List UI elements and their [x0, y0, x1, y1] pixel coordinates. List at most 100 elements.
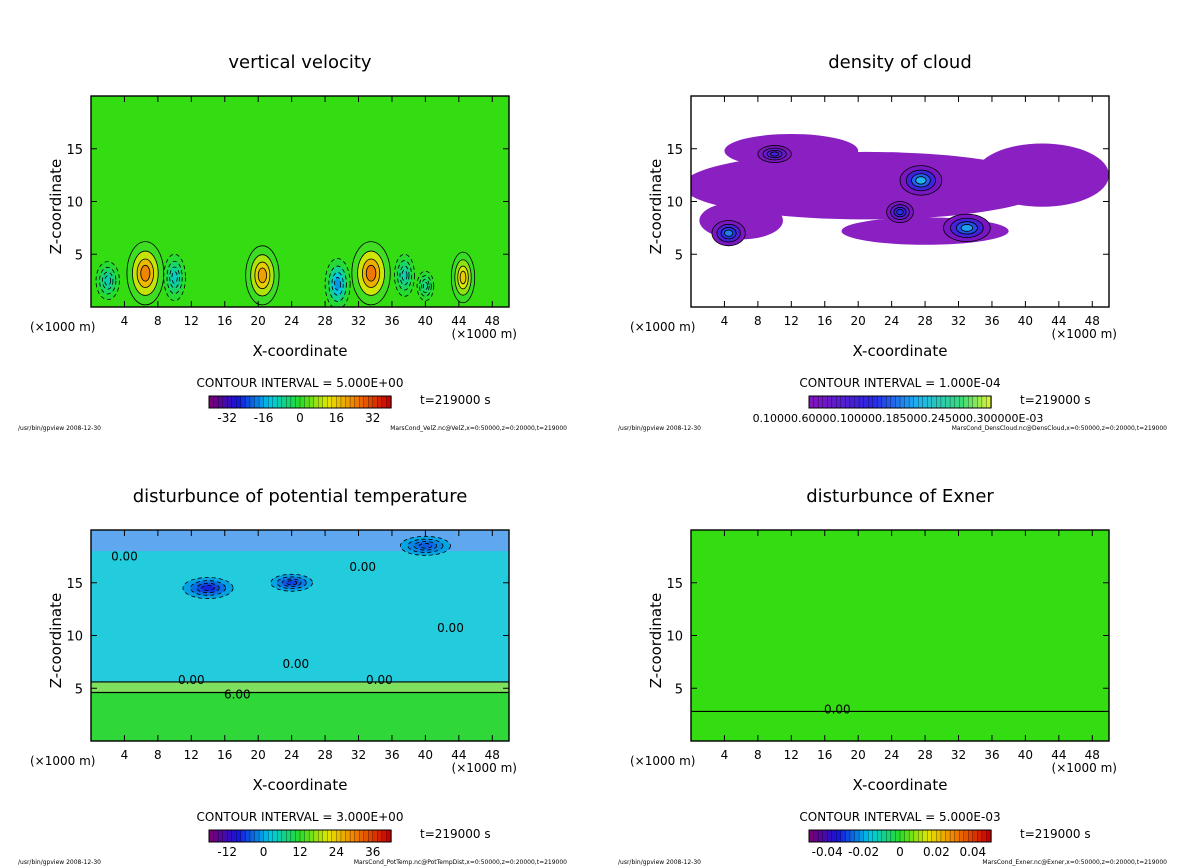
colorbar-segment [349, 829, 356, 843]
colorbar-segment [808, 395, 815, 409]
colorbar-segment [908, 395, 915, 409]
contour-interval: CONTOUR INTERVAL = 5.000E+00 [197, 376, 404, 390]
colorbar-segment [363, 395, 369, 409]
colorbar-segment [336, 829, 342, 843]
chart-title: disturbunce of Exner [806, 486, 994, 507]
colorbar-segment [822, 829, 828, 843]
inversion-layer [91, 681, 509, 693]
colorbar-segment [222, 395, 228, 409]
colorbar-segment [327, 395, 333, 409]
x-tick-label: 36 [984, 314, 999, 328]
colorbar-segment [945, 395, 951, 409]
colorbar-segment [345, 829, 351, 843]
data-cell [724, 229, 734, 237]
colorbar-segment [377, 395, 383, 409]
colorbar-tick-label: 0 [896, 845, 904, 859]
colorbar-segment [827, 395, 833, 409]
colorbar-segment [945, 829, 951, 843]
colorbar-segment [813, 395, 819, 409]
chart-panel-3: disturbunce of potential temperature 0.00… [18, 486, 567, 866]
colorbar-segment [304, 395, 310, 409]
colorbar-segment [936, 829, 942, 843]
colorbar-segment [286, 395, 292, 409]
colorbar-segment [340, 395, 347, 409]
x-tick-label: 28 [317, 314, 332, 328]
colorbar-segment [290, 829, 297, 843]
colorbar-segment [372, 829, 378, 843]
x-tick-label: 20 [251, 748, 266, 762]
colorbar-segment [331, 829, 338, 843]
colorbar-segment [972, 395, 978, 409]
colorbar-segment [817, 829, 824, 843]
plot-area: 0.00 [691, 530, 1109, 741]
colorbar-segment [840, 829, 847, 843]
colorbar-segment [240, 395, 247, 409]
colorbar-segment [217, 395, 224, 409]
x-unit-right: (×1000 m) [1052, 327, 1117, 341]
colorbar-segment [845, 395, 851, 409]
data-cell [140, 264, 151, 282]
chart-title: disturbunce of potential temperature [133, 486, 468, 507]
colorbar-segment [286, 829, 292, 843]
x-tick-label: 36 [384, 748, 399, 762]
colorbar-segment [927, 395, 933, 409]
x-axis-label: X-coordinate [253, 342, 348, 360]
colorbar-segment [822, 395, 828, 409]
contour-label: 6.00 [224, 688, 251, 702]
colorbar-segment [963, 395, 969, 409]
x-tick-label: 4 [721, 748, 729, 762]
colorbar-segment [213, 395, 219, 409]
x-unit-left: (×1000 m) [30, 320, 95, 334]
colorbar-segment [299, 395, 306, 409]
colorbar-segment [931, 829, 938, 843]
cloud-layer [691, 151, 1051, 220]
y-tick-label: 10 [66, 630, 83, 645]
colorbar-segment [904, 395, 910, 409]
colorbar-segment [313, 829, 319, 843]
colorbar-segment [977, 395, 983, 409]
colorbar-segment [258, 829, 265, 843]
x-tick-label: 32 [351, 748, 366, 762]
colorbar-tick-label: 36 [365, 845, 380, 859]
data-cell [770, 151, 780, 157]
colorbar-segment [368, 829, 374, 843]
colorbar-segment [981, 395, 988, 409]
footer-right: MarsCond_VelZ.nc@VelZ,x=0:50000,z=0:2000… [390, 425, 567, 432]
colorbar-segment [827, 829, 833, 843]
y-tick-label: 5 [675, 248, 683, 263]
contour-label: 0.00 [282, 657, 309, 671]
colorbar-segment [299, 829, 306, 843]
colorbar-segment [968, 395, 974, 409]
colorbar-segment [922, 395, 928, 409]
colorbar-segment [854, 829, 860, 843]
colorbar-segment [227, 829, 233, 843]
contour-label: 0.00 [178, 673, 205, 687]
colorbar-segment [236, 395, 242, 409]
colorbar-segment [927, 829, 933, 843]
colorbar-segment [881, 829, 887, 843]
x-unit-right: (×1000 m) [452, 761, 517, 775]
colorbar-segment [913, 829, 919, 843]
colorbar-segment [949, 829, 956, 843]
y-tick-label: 10 [666, 196, 683, 211]
colorbar-segment [258, 395, 265, 409]
y-axis-label: Z-coordinate [47, 159, 65, 254]
colorbar-segment [331, 395, 338, 409]
colorbar-segment [958, 395, 965, 409]
colorbar-segment [949, 395, 956, 409]
colorbar-segment [968, 829, 974, 843]
contour-interval: CONTOUR INTERVAL = 3.000E+00 [197, 810, 404, 824]
colorbar-segment [849, 395, 856, 409]
colorbar-segment [227, 395, 233, 409]
colorbar-segment [922, 829, 928, 843]
colorbar-segment [881, 395, 887, 409]
colorbar-segment [954, 395, 960, 409]
x-tick-label: 40 [1018, 748, 1033, 762]
x-tick-label: 12 [784, 748, 799, 762]
x-tick-label: 44 [1051, 748, 1066, 762]
colorbar-segment [858, 395, 865, 409]
x-tick-label: 40 [1018, 314, 1033, 328]
colorbar-segment [290, 395, 297, 409]
